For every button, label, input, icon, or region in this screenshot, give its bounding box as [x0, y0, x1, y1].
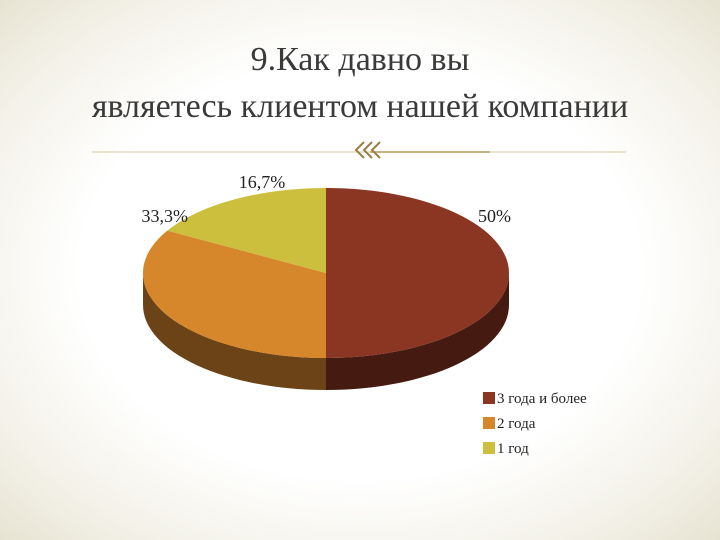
- pie-slice: [167, 188, 326, 273]
- ornament: [354, 141, 381, 159]
- pie-slice-side: [143, 273, 326, 390]
- pie-slice: [326, 188, 509, 358]
- chart-title: 9.Как давно вы являетесь клиентом нашей к…: [92, 41, 628, 125]
- data-label: 16,7%: [239, 172, 286, 192]
- pie-slice-side: [326, 273, 509, 390]
- data-label: 50%: [478, 206, 511, 226]
- legend-label: 1 год: [497, 441, 529, 457]
- pie-slice: [142, 230, 326, 358]
- legend-swatch: [483, 442, 495, 454]
- legend-swatch: [483, 392, 495, 404]
- legend-swatch: [483, 417, 495, 429]
- data-label: 33,3%: [142, 206, 189, 226]
- legend-label: 3 года и более: [497, 391, 587, 407]
- legend-label: 2 года: [497, 416, 536, 432]
